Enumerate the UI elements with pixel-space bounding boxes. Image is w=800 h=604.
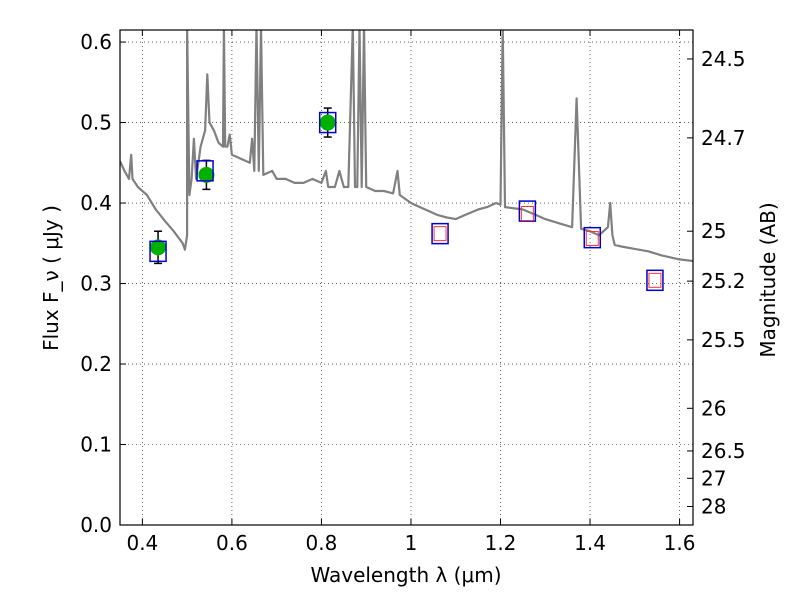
x-tick-label: 1 [405,531,418,555]
model-photometry-square [318,111,337,134]
grid-layer [120,30,693,526]
model-spectrum-layer [120,30,693,263]
model-photometry-square [149,240,167,263]
x-tick-label: 1.6 [664,531,696,555]
tick-layer: 0.4 0.6 0.8 1 1.2 1.4 1.6 0.0 0.1 0.2 0.3 0.4 0.5 0.6… [80,30,746,555]
photometry-marker-layer [149,107,664,292]
model-photometry-square [196,160,214,182]
observed-flux-point [198,166,215,183]
observed-flux-point [150,239,167,256]
x-tick-label: 0.8 [306,531,338,555]
model-photometry-square [646,269,664,292]
right-tick-label: 25.5 [701,328,746,352]
right-tick-label: 26 [701,396,726,420]
y-tick-label: 0.1 [80,433,112,457]
right-tick-label: 28 [701,494,726,518]
right-tick-label: 24.5 [701,47,746,71]
y-axis-right-label: Magnitude (AB) [756,202,780,357]
model-photometry-square [583,226,602,249]
model-photometry-square [518,200,537,222]
y-tick-label: 0.5 [80,111,112,135]
y-tick-label: 0.0 [80,513,112,537]
predicted-flux-square [648,272,662,288]
right-tick-label: 27 [701,466,726,490]
predicted-flux-square [520,206,534,222]
y-axis-label: Flux F_ν ( μJy ) [39,205,63,351]
y-tick-label: 0.3 [80,272,112,296]
predicted-flux-square [433,226,447,242]
x-tick-label: 0.4 [126,531,158,555]
x-tick-label: 1.4 [574,531,606,555]
right-tick-label: 26.5 [701,439,746,463]
y-tick-label: 0.6 [80,30,112,54]
predicted-flux-square [585,230,599,246]
model-spectrum-line [120,30,693,263]
plot-frame [119,29,694,526]
right-tick-label: 25.2 [701,269,746,293]
x-tick-label: 0.6 [216,531,248,555]
observed-flux-point [319,114,336,131]
model-photometry-square [431,222,449,245]
y-tick-label: 0.2 [80,352,112,376]
x-axis-label: Wavelength λ (μm) [310,563,501,587]
right-tick-label: 25 [701,219,726,243]
right-tick-label: 24.7 [701,126,746,150]
x-tick-label: 1.2 [485,531,517,555]
y-tick-label: 0.4 [80,191,112,215]
